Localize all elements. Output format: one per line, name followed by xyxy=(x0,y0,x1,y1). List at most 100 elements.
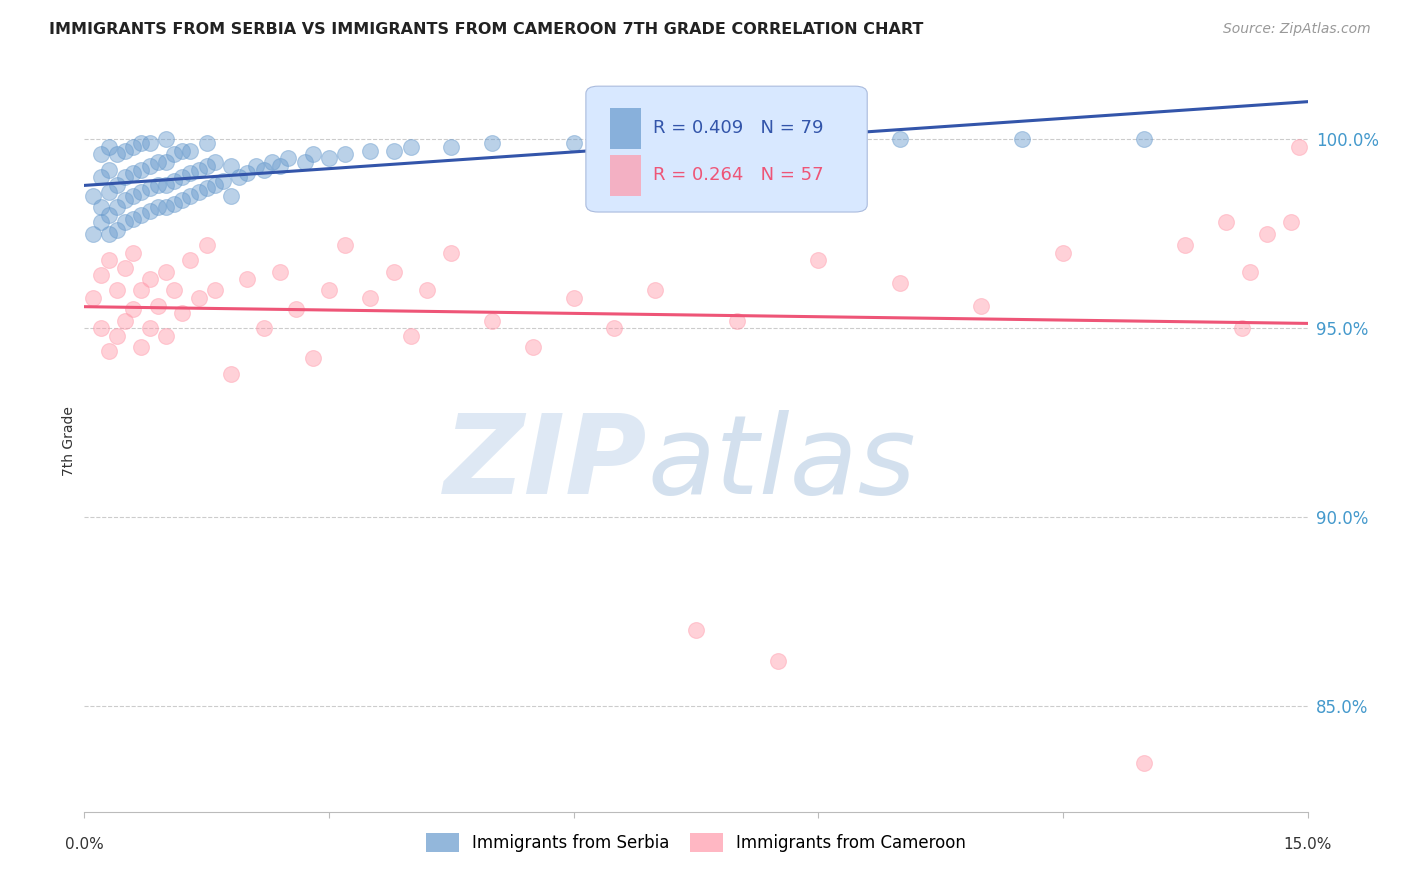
Point xyxy=(440,245,463,260)
Point xyxy=(105,200,128,214)
Point xyxy=(97,186,120,200)
Point xyxy=(179,166,201,180)
Point xyxy=(889,132,911,146)
Point xyxy=(399,328,422,343)
Point xyxy=(122,211,145,226)
Point xyxy=(114,193,136,207)
Point xyxy=(105,223,128,237)
Point xyxy=(172,144,194,158)
Point xyxy=(277,151,299,165)
Point xyxy=(146,299,169,313)
Point xyxy=(146,178,169,192)
Point xyxy=(163,147,186,161)
Point xyxy=(138,321,160,335)
Point xyxy=(114,170,136,185)
Point xyxy=(382,264,405,278)
Point xyxy=(138,136,160,150)
Point xyxy=(228,170,250,185)
Point xyxy=(335,238,357,252)
Point xyxy=(195,181,218,195)
Point xyxy=(114,260,136,275)
Point xyxy=(131,284,153,298)
Point xyxy=(122,302,145,317)
Point xyxy=(138,159,160,173)
Point xyxy=(1279,215,1302,229)
Point xyxy=(122,140,145,154)
Point xyxy=(90,321,112,335)
Point xyxy=(90,268,112,283)
Point xyxy=(90,215,112,229)
Point xyxy=(481,313,503,327)
Text: 0.0%: 0.0% xyxy=(65,837,104,852)
Point xyxy=(219,159,242,173)
Point xyxy=(399,140,422,154)
Point xyxy=(97,253,120,268)
Point xyxy=(131,162,153,177)
Point xyxy=(155,200,177,214)
Point xyxy=(1133,132,1156,146)
Point xyxy=(359,291,381,305)
Point xyxy=(90,170,112,185)
Point xyxy=(1052,245,1074,260)
Point xyxy=(285,302,308,317)
FancyBboxPatch shape xyxy=(586,87,868,212)
Point xyxy=(155,178,177,192)
Point xyxy=(187,186,209,200)
Point xyxy=(195,159,218,173)
Point xyxy=(97,208,120,222)
Point xyxy=(562,291,585,305)
Point xyxy=(90,147,112,161)
Point xyxy=(204,178,226,192)
Point xyxy=(253,162,276,177)
Point xyxy=(97,343,120,358)
Point xyxy=(359,144,381,158)
Point xyxy=(131,208,153,222)
Point xyxy=(131,136,153,150)
Bar xyxy=(610,109,641,149)
Point xyxy=(179,253,201,268)
Point xyxy=(766,132,789,146)
Point xyxy=(105,284,128,298)
Point xyxy=(301,351,323,366)
Text: R = 0.409   N = 79: R = 0.409 N = 79 xyxy=(654,120,824,137)
Point xyxy=(1011,132,1033,146)
Point xyxy=(163,196,186,211)
Point xyxy=(114,144,136,158)
Point xyxy=(1133,756,1156,770)
Point xyxy=(644,284,666,298)
Point xyxy=(204,155,226,169)
Point xyxy=(236,272,259,286)
Point xyxy=(1232,321,1254,335)
Point xyxy=(82,227,104,241)
Point xyxy=(889,276,911,290)
Point xyxy=(1288,140,1310,154)
Text: 15.0%: 15.0% xyxy=(1284,837,1331,852)
Point xyxy=(122,166,145,180)
Point xyxy=(335,147,357,161)
Point xyxy=(155,155,177,169)
Point xyxy=(138,181,160,195)
Point xyxy=(179,189,201,203)
Point xyxy=(440,140,463,154)
Point xyxy=(105,147,128,161)
Point xyxy=(172,193,194,207)
Point xyxy=(301,147,323,161)
Point xyxy=(269,159,291,173)
Point xyxy=(195,238,218,252)
Point xyxy=(172,306,194,320)
Point xyxy=(105,328,128,343)
Text: ZIP: ZIP xyxy=(443,410,647,517)
Point xyxy=(219,367,242,381)
Point xyxy=(416,284,439,298)
Point xyxy=(1215,215,1237,229)
Point xyxy=(269,264,291,278)
Text: Source: ZipAtlas.com: Source: ZipAtlas.com xyxy=(1223,22,1371,37)
Point xyxy=(82,189,104,203)
Point xyxy=(114,215,136,229)
Point xyxy=(970,299,993,313)
Text: IMMIGRANTS FROM SERBIA VS IMMIGRANTS FROM CAMEROON 7TH GRADE CORRELATION CHART: IMMIGRANTS FROM SERBIA VS IMMIGRANTS FRO… xyxy=(49,22,924,37)
Point xyxy=(163,284,186,298)
Point xyxy=(725,313,748,327)
Point xyxy=(245,159,267,173)
Y-axis label: 7th Grade: 7th Grade xyxy=(62,407,76,476)
